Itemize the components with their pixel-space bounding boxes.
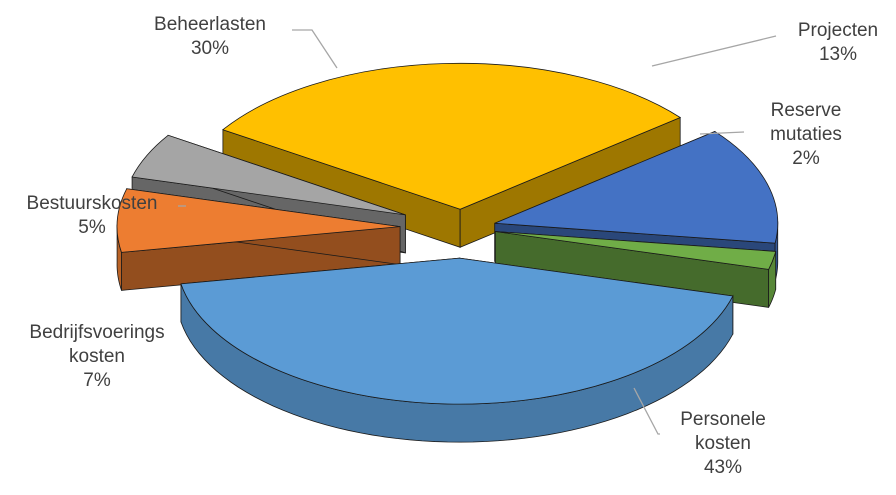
slice-beheerlasten bbox=[222, 62, 682, 210]
data-label-reserve-mutaties: Reserve mutaties 2% bbox=[770, 100, 842, 169]
leader-line-personele-kosten bbox=[633, 387, 660, 435]
pie-tops bbox=[116, 62, 779, 405]
slice-bestuurskosten bbox=[131, 134, 406, 216]
slice-bedrijfsvoerings-kosten bbox=[116, 188, 401, 253]
leader-line-projecten bbox=[651, 35, 777, 67]
data-label-bedrijfsvoerings-kosten: Bedrijfsvoerings kosten 7% bbox=[29, 322, 164, 391]
data-label-beheerlasten: Beheerlasten 30% bbox=[154, 14, 266, 59]
leader-line-reserve-mutaties bbox=[699, 131, 745, 135]
slice-projecten bbox=[494, 131, 779, 244]
data-labels: Projecten 13% Reserve mutaties 2% Personele ko… bbox=[27, 14, 879, 478]
leader-lines bbox=[178, 29, 777, 435]
slice-personele-kosten bbox=[180, 257, 734, 405]
data-label-projecten: Projecten 13% bbox=[798, 20, 878, 65]
slice-reserve-mutaties bbox=[495, 231, 777, 270]
data-label-bestuurskosten: Bestuurskosten 5% bbox=[27, 193, 158, 238]
leader-line-beheerlasten bbox=[292, 29, 338, 69]
data-label-personele-kosten: Personele kosten 43% bbox=[680, 409, 766, 478]
